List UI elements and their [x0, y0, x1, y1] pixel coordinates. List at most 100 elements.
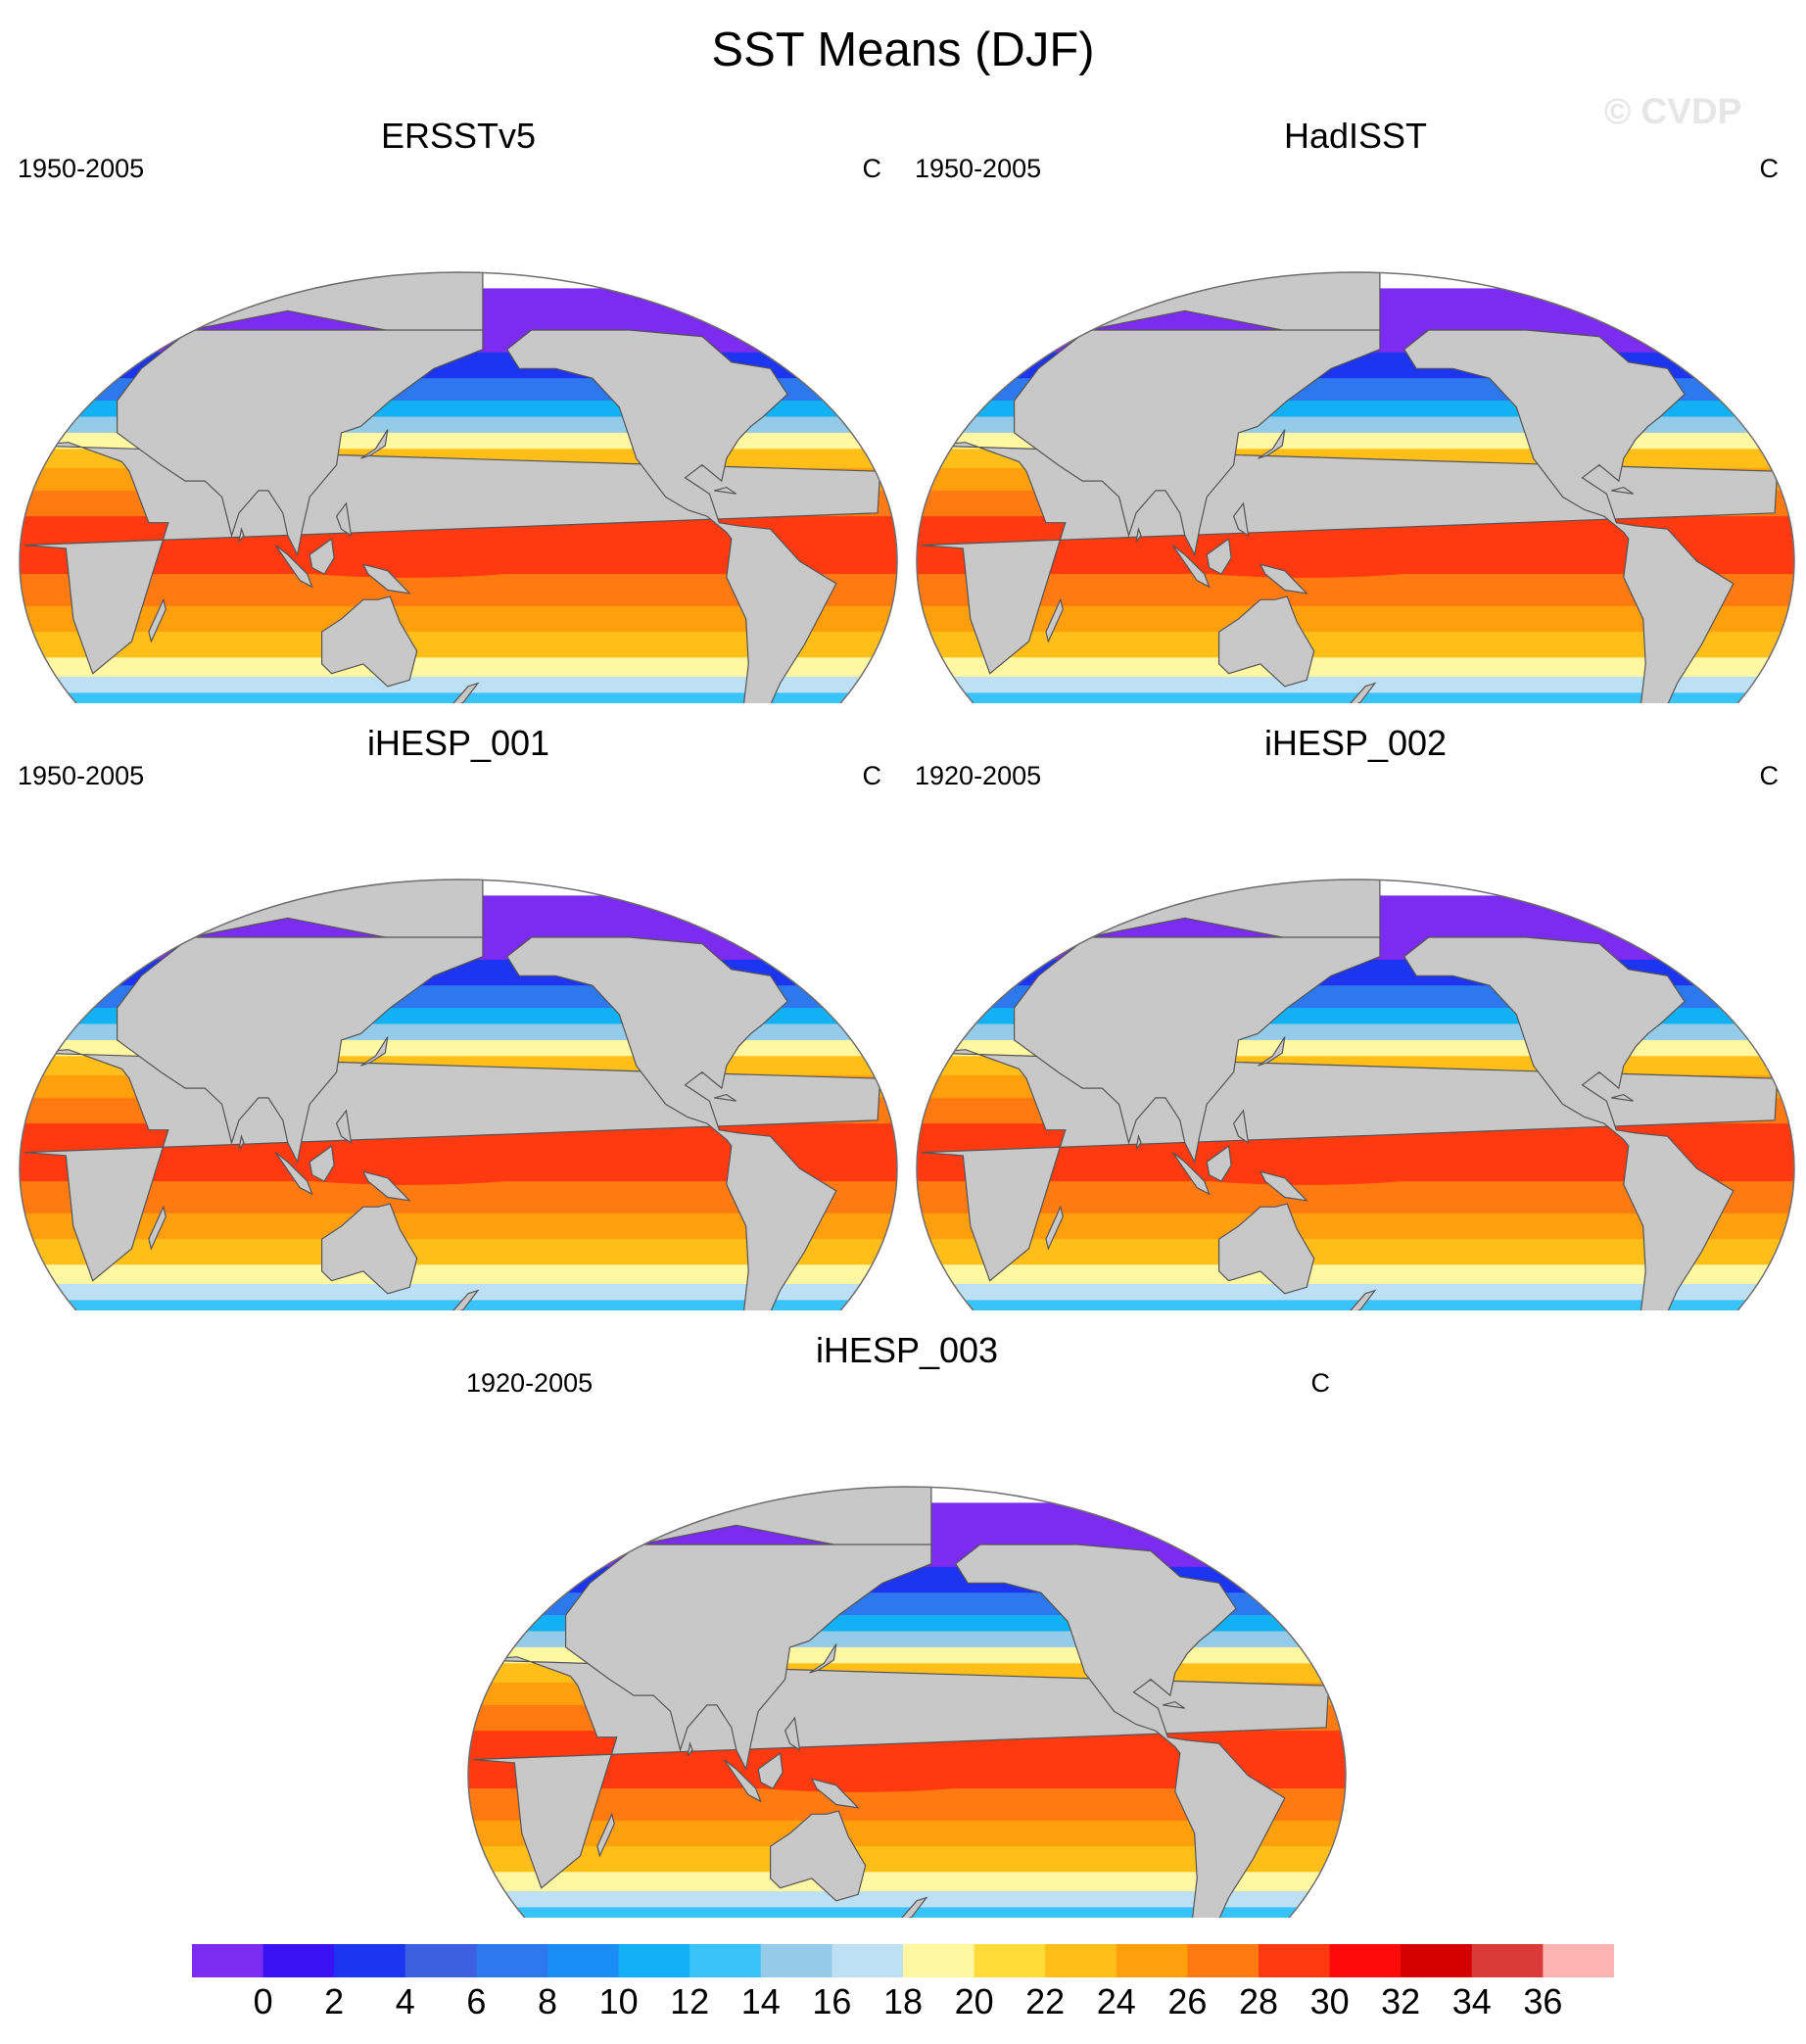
colorbar-swatch — [262, 1944, 335, 1977]
sst-band — [20, 657, 897, 678]
colorbar-tick-label: 30 — [1309, 1981, 1350, 2021]
land-mass — [1258, 1036, 1286, 1067]
sst-band — [468, 1891, 1346, 1909]
colorbar-tick-label: 12 — [670, 1981, 710, 2021]
land-mass — [687, 1741, 693, 1757]
panel-units: C — [1310, 1368, 1331, 1398]
land-mass — [1760, 352, 1785, 360]
colorbar-tick-label: 10 — [598, 1981, 639, 2021]
land-mass — [148, 597, 166, 643]
colorbar-tick-label: 28 — [1238, 1981, 1279, 2021]
map-panel-hadisst: HadISST 1950-2005 C — [915, 116, 1796, 703]
land-mass — [1258, 429, 1286, 459]
panel-units: C — [1759, 761, 1780, 790]
land-mass — [506, 329, 837, 703]
colorbar — [192, 1944, 1614, 1977]
land-mass — [809, 1643, 837, 1674]
panel-period: 1920-2005 — [466, 1368, 594, 1398]
colorbar-swatch — [1187, 1944, 1259, 1977]
land-mass — [360, 1036, 389, 1067]
colorbar-tick-label: 34 — [1451, 1981, 1492, 2021]
panel-title: iHESP_003 — [815, 1330, 999, 1370]
land-mass — [1206, 1145, 1232, 1182]
land-mass — [309, 1145, 335, 1182]
land-mass — [1259, 1170, 1308, 1202]
land-mass — [360, 429, 389, 459]
figure-title: SST Means (DJF) — [711, 24, 1095, 76]
land-mass — [335, 501, 353, 538]
land-mass — [477, 1588, 497, 1617]
panel-period: 1920-2005 — [915, 761, 1042, 790]
land-mass — [238, 527, 245, 543]
colorbar-tick-label: 20 — [954, 1981, 994, 2021]
land-mass — [117, 936, 484, 1165]
map-panel-ihesp-001: iHESP_001 1950-2005 C — [18, 723, 899, 1310]
colorbar-tick-label: 14 — [740, 1981, 781, 2021]
colorbar-tick-label: 0 — [253, 1981, 273, 2021]
colorbar-swatch — [760, 1944, 832, 1977]
map-panel-ersstv5: ERSSTv5 1950-2005 C — [18, 116, 899, 703]
colorbar-tick-label: 32 — [1381, 1981, 1421, 2021]
land-mass — [596, 1812, 615, 1858]
land-mass — [28, 980, 48, 1010]
land-mass — [1232, 501, 1250, 538]
panel-units: C — [862, 761, 882, 790]
sst-band — [917, 1284, 1794, 1302]
colorbar-swatch — [547, 1944, 620, 1977]
colorbar-tick-label: 26 — [1167, 1981, 1208, 2021]
land-mass — [274, 1152, 313, 1196]
land-mass — [1014, 329, 1381, 557]
colorbar-tick-label: 22 — [1025, 1981, 1066, 2021]
map-panel-ihesp-003: iHESP_003 1920-2005 C — [466, 1330, 1348, 1918]
land-mass — [238, 1134, 245, 1150]
land-mass — [1345, 682, 1377, 703]
colorbar-tick-label: 8 — [537, 1981, 558, 2021]
colorbar-swatch — [832, 1944, 904, 1977]
colorbar-swatch — [1401, 1944, 1473, 1977]
sst-map — [916, 879, 1795, 1310]
land-mass — [1311, 1566, 1337, 1575]
land-mass — [1135, 1134, 1142, 1150]
land-mass — [1171, 545, 1211, 589]
land-mass — [1403, 329, 1735, 703]
land-mass — [955, 1544, 1286, 1918]
land-mass — [1206, 538, 1232, 575]
land-mass — [1163, 1700, 1186, 1709]
land-mass — [506, 936, 837, 1310]
colorbar-tick-label: 16 — [812, 1981, 852, 2021]
map-frame — [19, 879, 898, 1310]
colorbar-tick-label: 24 — [1096, 1981, 1136, 2021]
land-mass — [896, 1896, 928, 1918]
colorbar-swatch — [1471, 1944, 1544, 1977]
land-mass — [1135, 527, 1142, 543]
land-mass — [448, 1289, 480, 1310]
land-mass — [1611, 1093, 1635, 1102]
land-mass — [714, 1093, 737, 1102]
land-mass — [926, 373, 945, 403]
land-mass — [309, 538, 335, 575]
colorbar-tick-label: 18 — [882, 1981, 924, 2021]
land-mass — [361, 563, 411, 594]
land-mass — [28, 373, 48, 403]
map-frame — [916, 879, 1795, 1310]
land-mass — [448, 682, 480, 703]
colorbar-swatch — [1116, 1944, 1188, 1977]
colorbar-swatch — [192, 1944, 264, 1977]
sst-band — [917, 657, 1794, 678]
colorbar-swatch — [1259, 1944, 1331, 1977]
panel-period: 1950-2005 — [18, 761, 145, 790]
land-mass — [1171, 1152, 1211, 1196]
panel-title: HadISST — [1283, 116, 1428, 156]
map-frame — [19, 271, 898, 703]
panel-units: C — [1759, 154, 1780, 183]
colorbar-swatch — [404, 1944, 477, 1977]
land-mass — [1232, 1109, 1250, 1145]
colorbar-tick-label: 4 — [395, 1981, 415, 2021]
panel-period: 1950-2005 — [18, 154, 145, 183]
sst-band — [468, 1872, 1346, 1892]
watermark: © CVDP — [1604, 91, 1742, 131]
land-mass — [714, 486, 737, 495]
panel-title: iHESP_002 — [1263, 723, 1448, 763]
sst-band — [20, 1264, 897, 1285]
map-frame — [916, 271, 1795, 703]
